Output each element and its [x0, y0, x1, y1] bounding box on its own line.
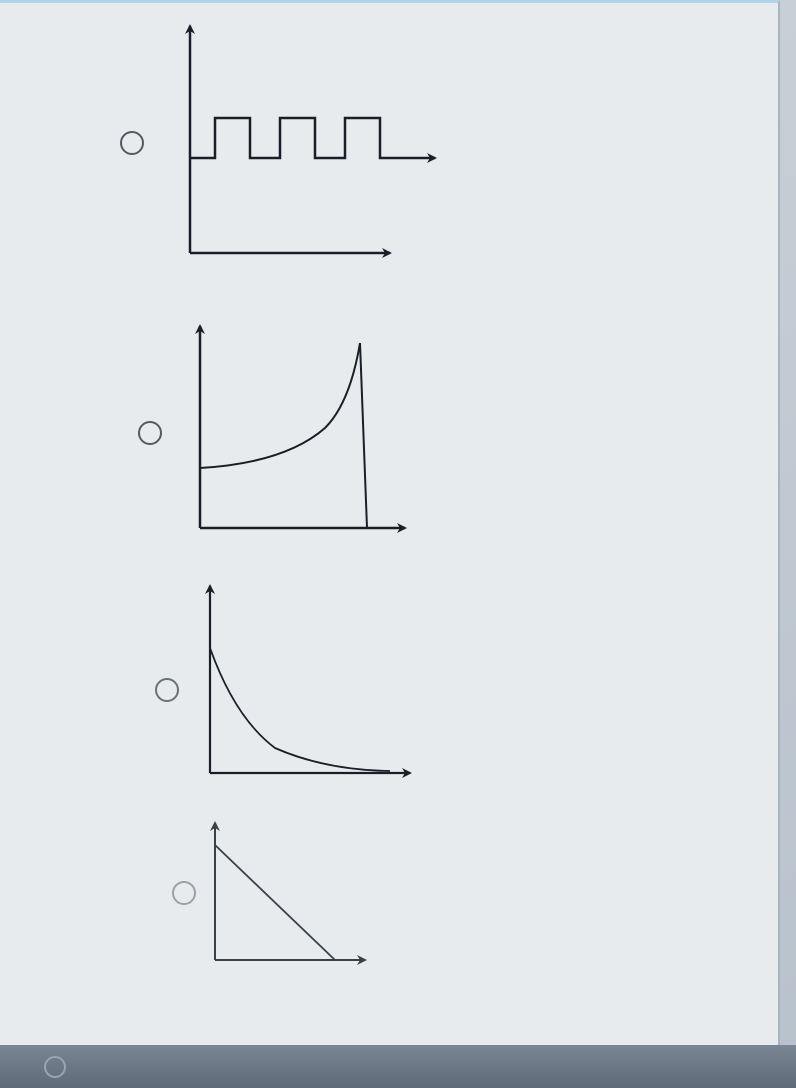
- radio-option-2[interactable]: [138, 421, 162, 445]
- option-linear-down: [172, 881, 196, 905]
- option-exponential-decay: [155, 678, 179, 702]
- radio-option-1[interactable]: [120, 131, 144, 155]
- nav-circle-icon[interactable]: [44, 1056, 66, 1078]
- option-square-wave: [120, 131, 144, 155]
- bottom-taskbar: [0, 1045, 796, 1088]
- option-exponential-up: [138, 421, 162, 445]
- chart-linear-decrease: [200, 815, 400, 985]
- radio-option-4[interactable]: [172, 881, 196, 905]
- chart-exponential-rise: [185, 318, 435, 543]
- quiz-content-panel: [0, 0, 780, 1045]
- chart-exponential-decay: [195, 578, 435, 788]
- radio-option-3[interactable]: [155, 678, 179, 702]
- chart-square-wave: [175, 18, 475, 268]
